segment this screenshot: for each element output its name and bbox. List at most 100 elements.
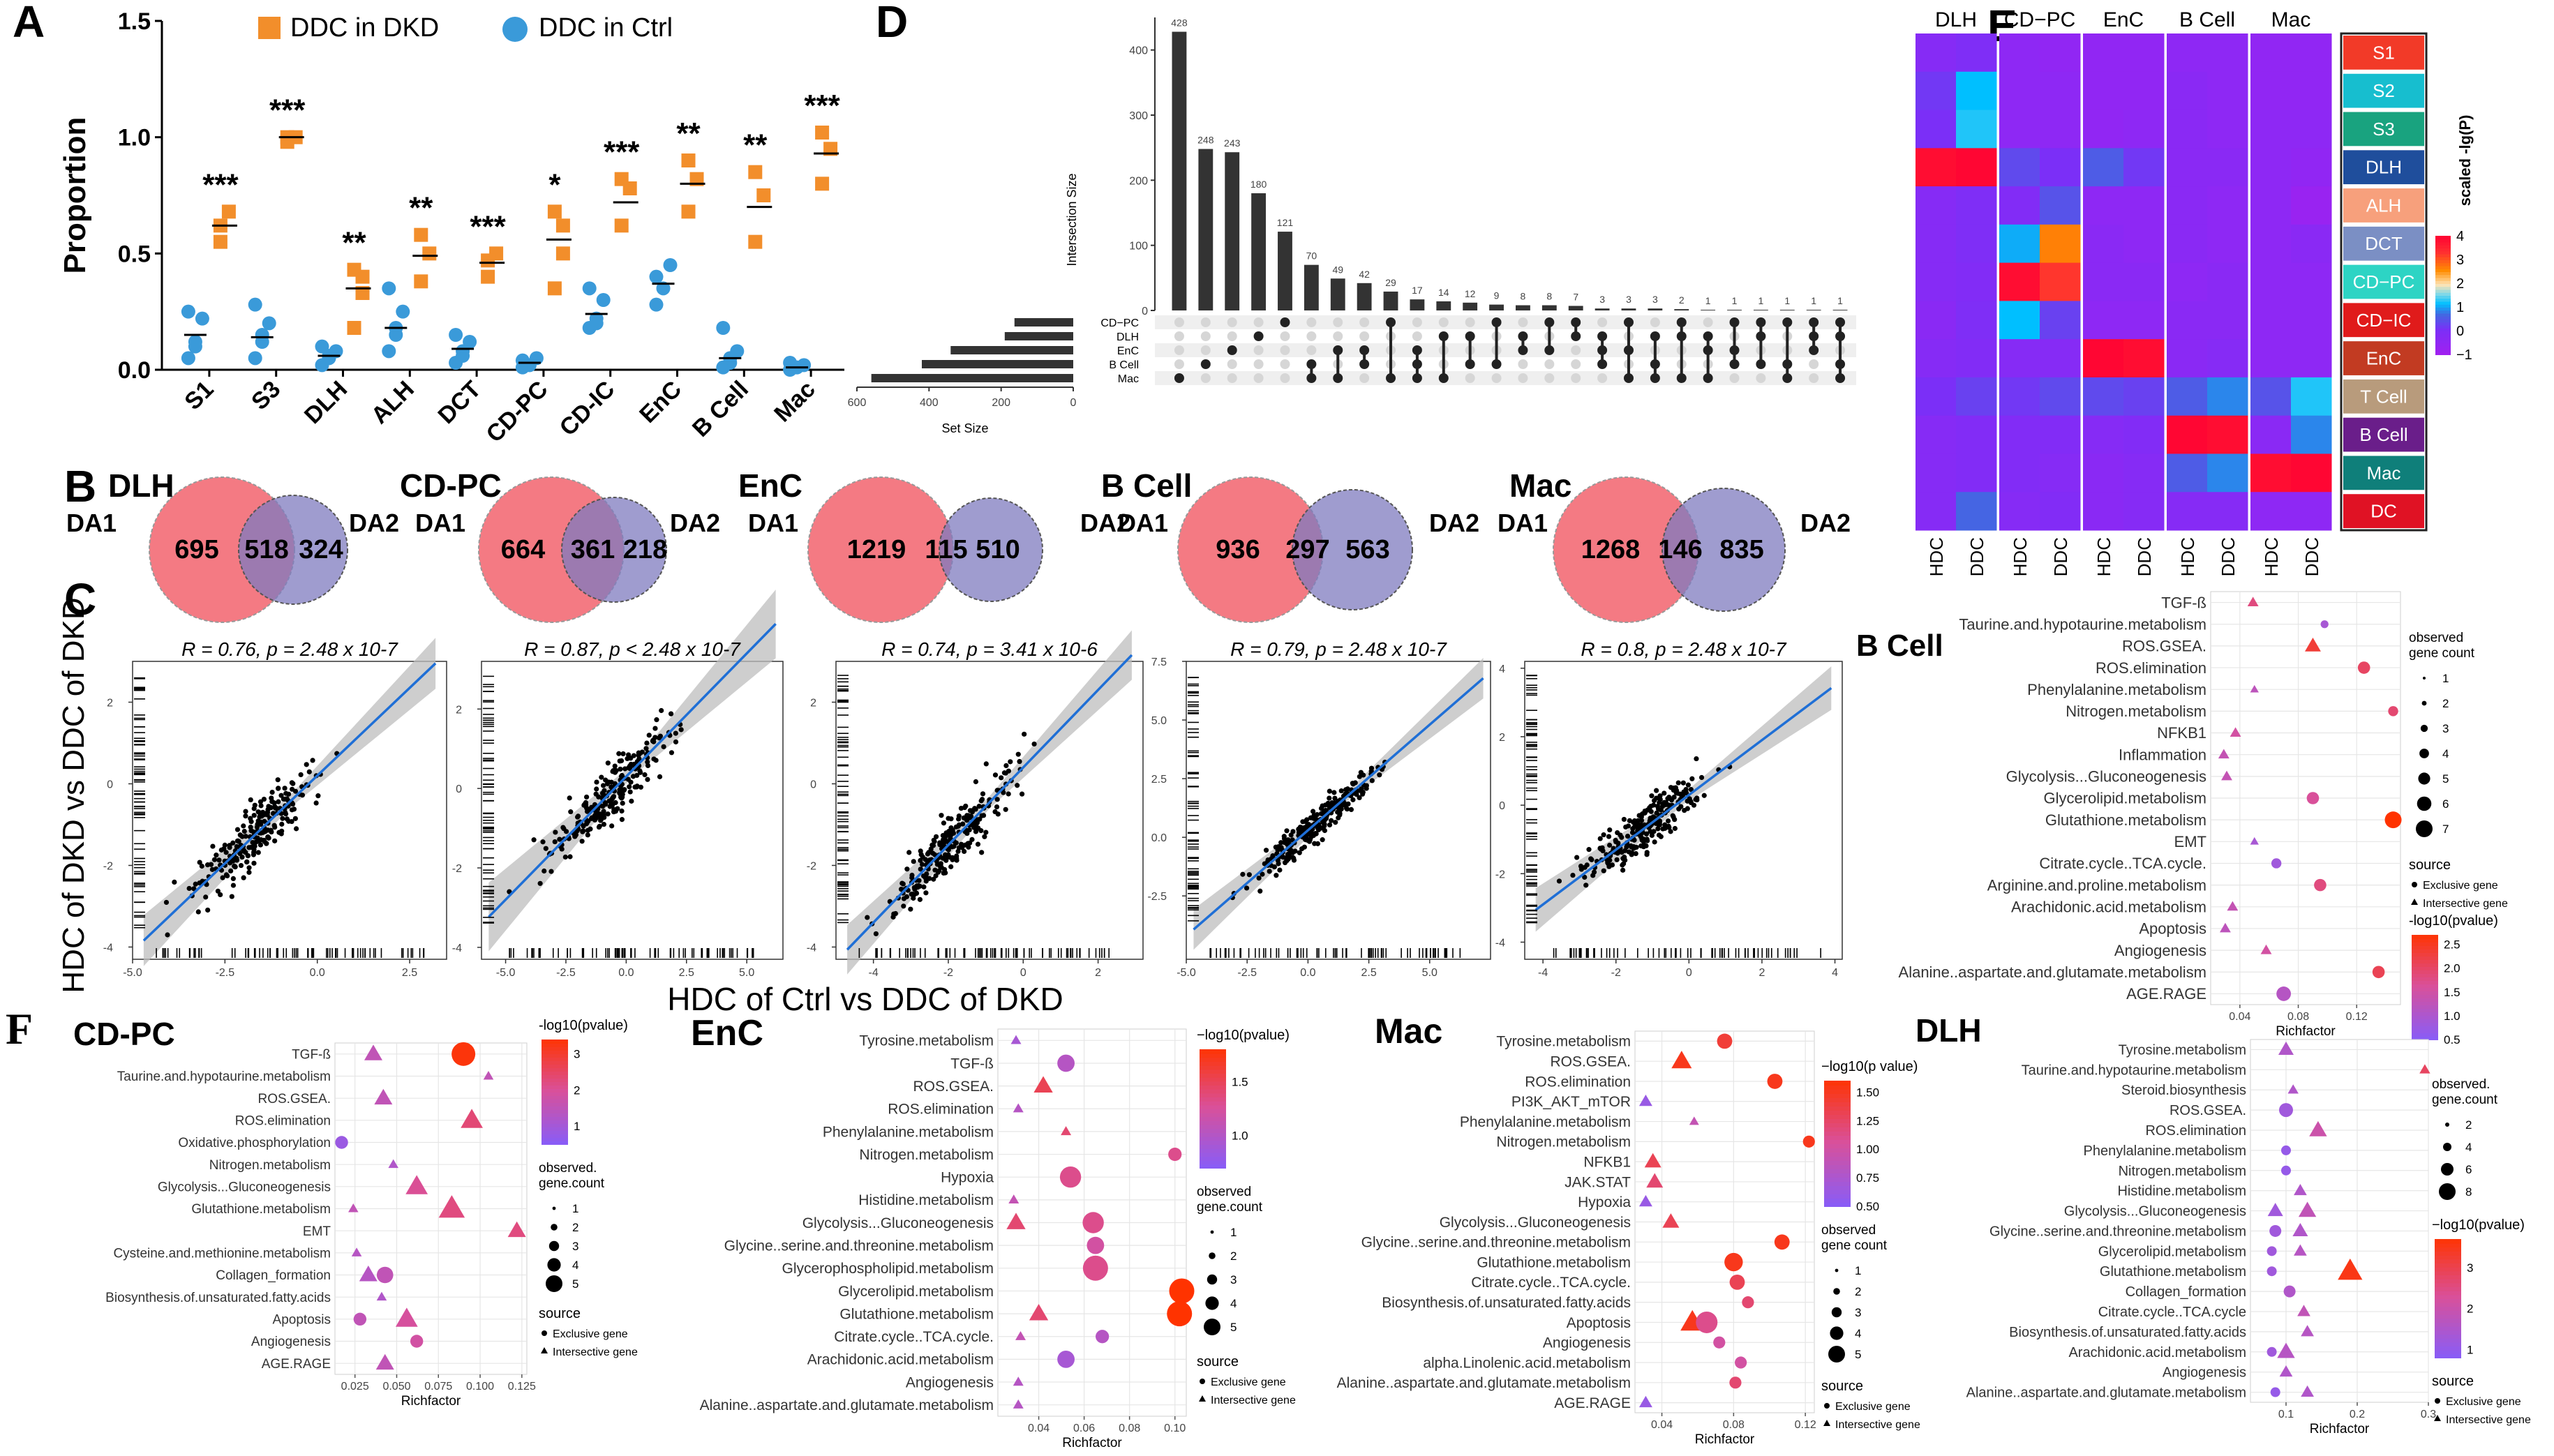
row-annotation-label: S2 (2373, 80, 2395, 101)
data-point (1630, 826, 1636, 832)
data-point (1287, 853, 1292, 859)
ctrl-point (463, 335, 477, 349)
y-tick-label: 1.5 (118, 8, 151, 35)
term-dot-circle (2267, 1266, 2277, 1277)
data-point (197, 860, 202, 865)
data-point (1638, 814, 1644, 820)
legend-source-triangle (2434, 1415, 2441, 1421)
data-point (1688, 786, 1694, 793)
data-point (1664, 824, 1669, 830)
data-point (1625, 834, 1631, 839)
colorbar-segment (1200, 1061, 1226, 1066)
row-annotation-box (2342, 493, 2426, 530)
term-dot-triangle (2247, 596, 2259, 607)
term-dot-circle (1082, 1255, 1108, 1281)
data-point (1031, 741, 1037, 747)
venn-count-da1: 664 (501, 535, 545, 564)
data-point (948, 835, 953, 841)
venn-count-da1: 695 (174, 535, 218, 564)
heatmap-cell (2083, 186, 2124, 225)
heatmap-cell (2040, 301, 2081, 340)
heatmap-cell (1916, 110, 1957, 149)
heatmap-cell (2207, 262, 2248, 301)
term-label: Arachidonic.acid.metabolism (2068, 1345, 2246, 1360)
colorbar-segment (542, 1088, 568, 1093)
data-point (654, 717, 659, 723)
data-point (237, 850, 243, 856)
colorbar-segment (1200, 1144, 1226, 1149)
colorbar-segment (2435, 256, 2451, 260)
data-point (659, 707, 664, 714)
legend-size-title: gene count (1821, 1238, 1888, 1253)
colorbar-tick-label: 1 (574, 1120, 580, 1133)
term-label: EMT (2174, 833, 2206, 850)
x-tick-label: 0.04 (1651, 1419, 1673, 1431)
legend-source-intersective: Intersective gene (2446, 1414, 2531, 1426)
legend-size-label: 3 (572, 1240, 578, 1253)
data-point (1369, 778, 1375, 783)
intersection-bar (1436, 301, 1451, 310)
data-point (1322, 802, 1328, 808)
heatmap-cell (2167, 33, 2208, 73)
term-label: Glutathione.metabolism (2045, 811, 2206, 829)
legend-size-label: 2 (1855, 1285, 1861, 1298)
heatmap-column-label: DDC (1966, 537, 1987, 576)
x-tick-label: 0.2 (2350, 1409, 2365, 1420)
colorbar-tick-label: 1.0 (1232, 1129, 1248, 1143)
plot-title: Mac (1375, 1012, 1442, 1051)
intersection-bar (1225, 152, 1240, 310)
data-point (1314, 811, 1320, 818)
matrix-dot (1253, 373, 1264, 383)
term-dot-triangle (1662, 1213, 1680, 1228)
data-point (1570, 872, 1576, 878)
heatmap-cell (2040, 148, 2081, 187)
venn-count-da1: 1268 (1581, 535, 1641, 564)
term-dot-triangle (483, 1070, 494, 1080)
data-point (1643, 831, 1650, 836)
legend-size-label: 3 (1855, 1306, 1861, 1319)
term-label: Taurine.and.hypotaurine.metabolism (117, 1070, 331, 1084)
term-label: Collagen_formation (216, 1268, 331, 1283)
x-tick-label: 0.3 (2421, 1409, 2436, 1420)
data-point (1280, 855, 1286, 860)
venn-circle-da2 (1292, 489, 1413, 610)
matrix-dot (1359, 331, 1370, 341)
row-annotation-box (2342, 301, 2426, 339)
plot-frame (481, 661, 784, 960)
data-point (1350, 781, 1356, 787)
data-point (1019, 791, 1025, 797)
legend-size-dot (2445, 1123, 2449, 1127)
term-dot-triangle (405, 1175, 428, 1194)
heatmap-cell (2167, 186, 2208, 225)
ctrl-point (797, 358, 812, 373)
colorbar-segment (2435, 315, 2451, 320)
heatmap-cell (2123, 186, 2165, 225)
regression-scatter: -5.0 -2.5 0.0 2.5 -4 -2 0 2 R = 0.76, p = 2.48 x… (103, 638, 447, 979)
data-point (924, 871, 929, 877)
matrix-dot (1465, 317, 1475, 327)
data-point (248, 825, 253, 830)
data-point (1282, 839, 1287, 846)
data-point (583, 800, 589, 806)
ctrl-point (449, 328, 463, 342)
legend-color-title: −log10(p value) (1821, 1059, 1918, 1074)
colorbar-segment (1200, 1049, 1226, 1054)
regression-line (1534, 686, 1832, 911)
panel-label-a: A (13, 0, 45, 47)
data-point (1263, 848, 1269, 853)
heatmap-column-label: HDC (2010, 537, 2031, 576)
colorbar-segment (2435, 241, 2451, 246)
legend-size-label: 6 (2465, 1163, 2472, 1176)
data-point (278, 793, 284, 798)
colorbar-segment (2435, 1270, 2461, 1275)
matrix-dot (1306, 345, 1317, 355)
heatmap-cell (2250, 453, 2292, 493)
colorbar-segment (2435, 239, 2451, 243)
data-point (255, 850, 261, 855)
heatmap-cell (2040, 110, 2081, 149)
data-point (645, 776, 650, 782)
data-point (251, 813, 257, 818)
y-tick-label: -2 (452, 863, 462, 875)
data-point (1586, 847, 1592, 853)
y-tick-label: 0 (1142, 306, 1148, 317)
